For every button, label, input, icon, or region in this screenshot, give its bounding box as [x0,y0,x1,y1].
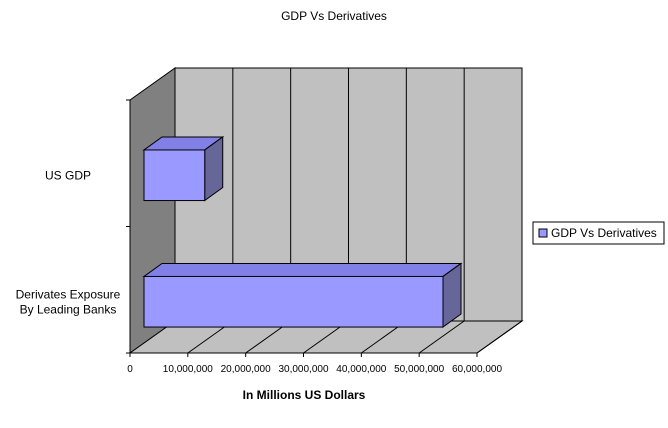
bar-top [142,262,463,277]
x-tick-label: 30,000,000 [278,364,328,375]
bar-front [143,275,444,328]
bar-2 [142,262,463,329]
category-label: Derivates Exposure By Leading Banks [16,287,121,316]
chart-title: GDP Vs Derivatives [281,9,387,23]
x-tick-label: 0 [127,364,133,375]
x-tick-label: 50,000,000 [394,364,444,375]
x-tick-label: 20,000,000 [221,364,271,375]
gridline-floor [476,320,523,354]
legend-swatch [538,228,548,238]
bar-1 [142,135,225,202]
x-axis-label: In Millions US Dollars [243,388,366,402]
chart-bars [142,135,463,329]
legend: GDP Vs Derivatives [532,221,665,245]
x-tick-labels: 0 10,000,000 20,000,000 30,000,000 40,000,00… [127,364,502,375]
gridline-floor [418,320,465,354]
category-labels: US GDP Derivates Exposure By Leading Banks [16,168,121,316]
bar-front [143,149,206,202]
category-label: US GDP [45,168,91,182]
legend-label: GDP Vs Derivatives [551,226,657,240]
x-tick-label: 10,000,000 [163,364,213,375]
chart-axes [126,99,478,357]
legend-box [532,221,665,245]
x-tick-label: 60,000,000 [452,364,502,375]
x-tick-label: 40,000,000 [336,364,386,375]
